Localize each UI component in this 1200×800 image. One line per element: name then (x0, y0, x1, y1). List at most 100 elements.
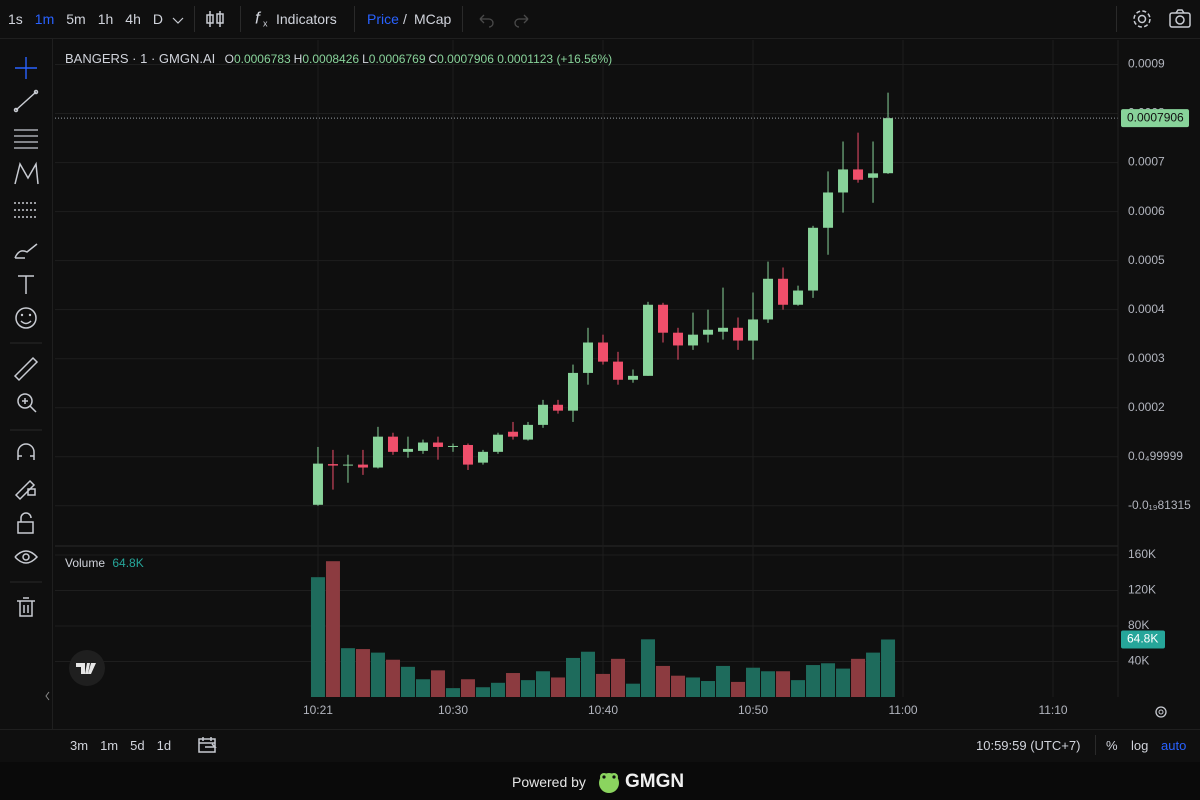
chart: -0.0₁₉81315 0.0₄99999 0.0002 0.0003 0.0004 0.… (55, 40, 1191, 718)
volume-bar (310, 577, 325, 697)
candle-body (823, 192, 834, 228)
ruler-tool[interactable] (13, 356, 39, 382)
volume-bar (535, 671, 550, 697)
collapse-toolbar[interactable] (45, 691, 50, 701)
tv-logo (69, 650, 105, 686)
visibility-tool[interactable] (14, 550, 39, 564)
toggle-slash: / (403, 11, 407, 27)
candle-body (778, 278, 789, 305)
auto-toggle[interactable]: auto (1161, 738, 1187, 753)
mcap-toggle[interactable]: MCap (414, 11, 452, 27)
interval-button[interactable]: 4h (125, 11, 141, 27)
range-button[interactable]: 1d (156, 738, 172, 753)
toolbar-border (52, 39, 53, 729)
volume-bar (671, 675, 686, 697)
range-button[interactable]: 5d (130, 738, 145, 753)
dropdown-icon[interactable] (168, 10, 188, 30)
x-tick-label: 10:21 (303, 703, 333, 717)
y-tick-label: 40K (1128, 654, 1149, 668)
snapshot-icon[interactable] (1168, 8, 1192, 30)
pattern-tool[interactable] (14, 161, 39, 185)
candle-type-icon[interactable] (204, 8, 226, 30)
lock-tool[interactable] (17, 512, 34, 534)
volume-bar (550, 677, 565, 697)
candle-body (447, 445, 458, 447)
zoom-tool[interactable] (17, 393, 37, 413)
candle-body (312, 463, 323, 505)
volume-bar (881, 639, 896, 697)
symbol: BANGERS · 1 · GMGN.AI (65, 51, 216, 66)
emoji-tool[interactable] (15, 307, 37, 329)
bottom-border (0, 729, 1200, 730)
candle-body (357, 464, 368, 468)
candle-body (522, 424, 533, 440)
separator (240, 6, 241, 32)
ohlc-key: O (224, 52, 234, 66)
interval-button[interactable]: 1h (97, 11, 114, 27)
candle-body (658, 304, 669, 333)
candle-body (628, 375, 639, 380)
magnet-tool[interactable] (17, 443, 35, 460)
interval-button[interactable]: D (152, 11, 163, 27)
powered-by: Powered by (512, 774, 586, 790)
y-tick-label: 0.0002 (1128, 400, 1165, 414)
volume-bar (686, 677, 701, 697)
interval-button[interactable]: 1m (34, 11, 55, 27)
candle-body (432, 442, 443, 447)
volume-bar (385, 659, 400, 697)
volume-bar (611, 658, 626, 697)
labels: -0.0₁₉81315 0.0₄99999 0.0002 0.0003 0.0004 0.… (303, 57, 1191, 717)
volume-bar (776, 671, 791, 697)
clock: 10:59:59 (UTC+7) (976, 738, 1081, 753)
axis-settings[interactable] (1155, 706, 1167, 718)
interval-button[interactable]: 5m (66, 11, 86, 27)
y-tick-label: 0.0₄99999 (1128, 449, 1183, 463)
interval-button[interactable]: 1s (8, 11, 23, 27)
candle-body (688, 334, 699, 346)
lines-tool[interactable] (14, 129, 38, 149)
delete-tool[interactable] (17, 597, 35, 617)
last-price-label: 0.0007906 (1127, 110, 1184, 124)
separator (194, 6, 195, 32)
price-toggle[interactable]: Price (367, 11, 399, 27)
change-percent: (+16.56%) (556, 52, 613, 66)
ohlc-value: 0.0007906 (437, 52, 494, 66)
volume-bar (581, 651, 596, 697)
fib-tool[interactable] (14, 202, 38, 218)
candle-body (477, 451, 488, 463)
goto-date-icon[interactable] (197, 735, 219, 755)
separator (1095, 735, 1096, 755)
volume-bar (475, 687, 490, 697)
volume-bar (746, 667, 761, 697)
candle-body (417, 442, 428, 451)
percent-toggle[interactable]: % (1106, 738, 1118, 753)
y-tick-label: 80K (1128, 618, 1149, 632)
settings-icon[interactable] (1131, 8, 1153, 30)
trend-line-tool[interactable] (13, 89, 39, 113)
toolbar-border (0, 38, 1200, 39)
volume-axis-label: 64.8K (1127, 632, 1158, 646)
candle-body (342, 464, 353, 466)
volume-bar (821, 663, 836, 697)
y-tick-label: 0.0009 (1128, 57, 1165, 71)
candle-body (583, 342, 594, 373)
candle-body (598, 342, 609, 362)
indicators-button[interactable]: Indicators (276, 11, 337, 27)
log-toggle[interactable]: log (1131, 738, 1149, 753)
volume-bar (415, 679, 430, 697)
lock-drawings-tool[interactable] (14, 479, 36, 501)
candle-body (327, 464, 338, 466)
ohlc-value: 0.0006769 (368, 52, 426, 66)
brush-tool[interactable] (14, 243, 38, 259)
volume-badge (1121, 630, 1165, 649)
volume-bar (641, 639, 656, 697)
x-tick-label: 10:50 (738, 703, 768, 717)
crosshair-tool[interactable] (15, 57, 37, 79)
text-tool[interactable] (18, 275, 34, 294)
candle-body (372, 436, 383, 468)
range-button[interactable]: 3m (70, 738, 89, 753)
undo-redo[interactable] (476, 9, 536, 29)
range-button[interactable]: 1m (100, 738, 119, 753)
volume-bar (370, 652, 385, 697)
